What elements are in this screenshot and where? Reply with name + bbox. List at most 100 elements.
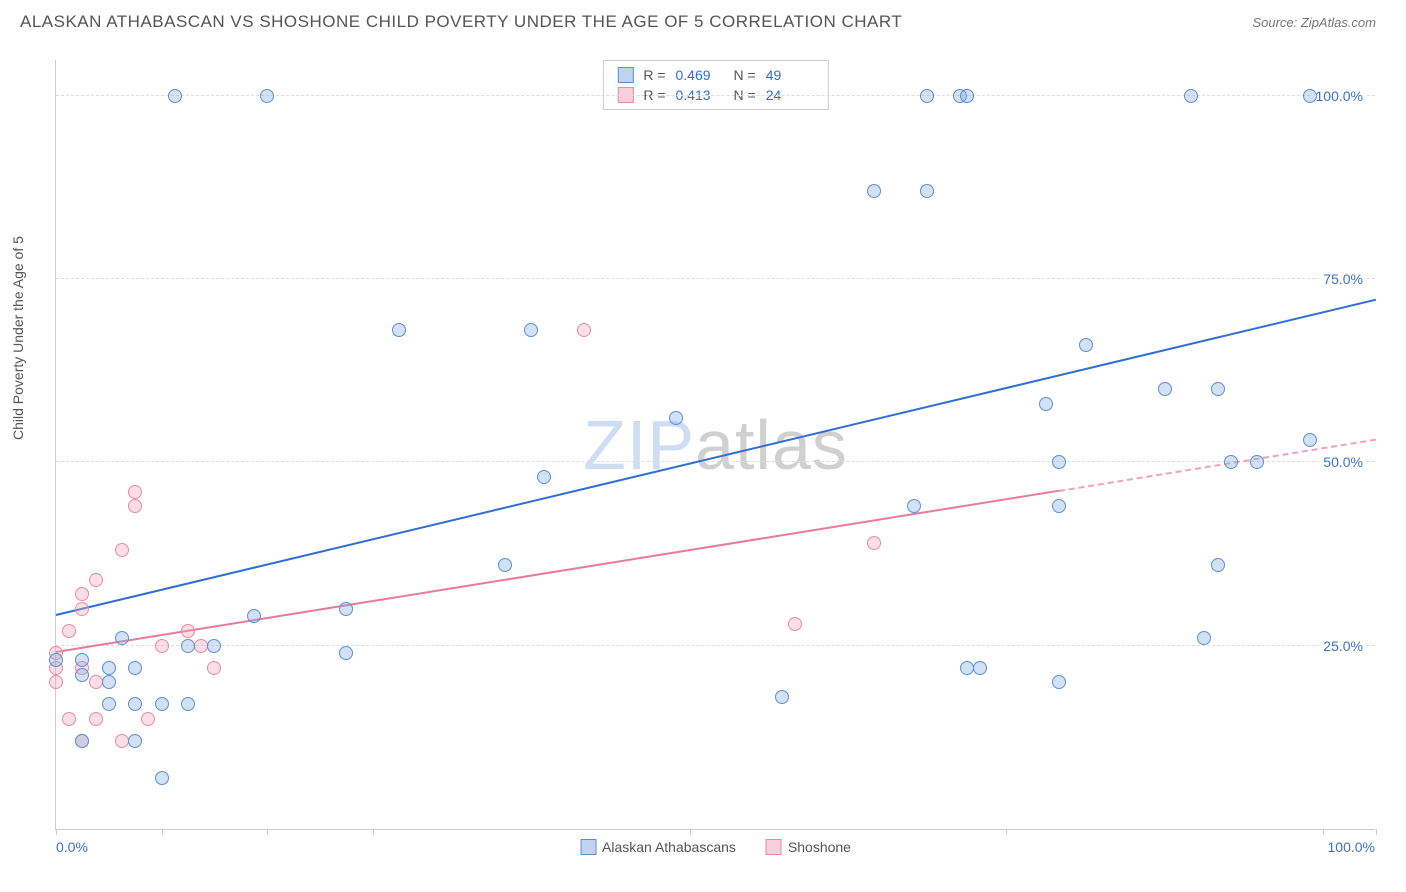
swatch-shoshone (766, 839, 782, 855)
data-point (260, 89, 274, 103)
swatch-athabascan (617, 67, 633, 83)
data-point (1211, 558, 1225, 572)
data-point (920, 184, 934, 198)
x-tick (1323, 829, 1324, 835)
data-point (115, 734, 129, 748)
data-point (207, 639, 221, 653)
gridline (56, 645, 1375, 646)
data-point (920, 89, 934, 103)
data-point (62, 712, 76, 726)
data-point (115, 631, 129, 645)
gridline (56, 278, 1375, 279)
data-point (102, 661, 116, 675)
data-point (1211, 382, 1225, 396)
series-legend: Alaskan Athabascans Shoshone (580, 839, 851, 855)
data-point (155, 639, 169, 653)
data-point (168, 89, 182, 103)
swatch-athabascan (580, 839, 596, 855)
data-point (788, 617, 802, 631)
data-point (181, 697, 195, 711)
data-point (75, 668, 89, 682)
x-tick (267, 829, 268, 835)
data-point (1184, 89, 1198, 103)
data-point (1039, 397, 1053, 411)
legend-row-athabascan: R = 0.469 N = 49 (603, 65, 827, 85)
data-point (867, 184, 881, 198)
data-point (1303, 89, 1317, 103)
data-point (181, 624, 195, 638)
watermark: ZIPatlas (583, 405, 848, 485)
y-tick-label: 75.0% (1319, 271, 1367, 287)
y-axis-label: Child Poverty Under the Age of 5 (10, 236, 26, 440)
data-point (1052, 455, 1066, 469)
data-point (537, 470, 551, 484)
gridline (56, 461, 1375, 462)
data-point (1303, 433, 1317, 447)
data-point (155, 771, 169, 785)
chart-title: ALASKAN ATHABASCAN VS SHOSHONE CHILD POV… (20, 12, 902, 32)
data-point (339, 646, 353, 660)
x-axis-max-label: 100.0% (1328, 839, 1375, 855)
data-point (75, 734, 89, 748)
data-point (102, 675, 116, 689)
data-point (141, 712, 155, 726)
x-tick (373, 829, 374, 835)
data-point (339, 602, 353, 616)
data-point (128, 661, 142, 675)
data-point (155, 697, 169, 711)
chart-container: Child Poverty Under the Age of 5 ZIPatla… (0, 40, 1406, 892)
x-tick (690, 829, 691, 835)
data-point (669, 411, 683, 425)
data-point (115, 543, 129, 557)
y-tick-label: 100.0% (1312, 88, 1367, 104)
data-point (1079, 338, 1093, 352)
legend-item-athabascan: Alaskan Athabascans (580, 839, 736, 855)
scatter-plot: ZIPatlas R = 0.469 N = 49 R = 0.413 N = … (55, 60, 1375, 830)
y-tick-label: 50.0% (1319, 454, 1367, 470)
data-point (1052, 675, 1066, 689)
source-attribution: Source: ZipAtlas.com (1252, 15, 1376, 30)
data-point (960, 661, 974, 675)
x-tick (162, 829, 163, 835)
data-point (247, 609, 261, 623)
data-point (128, 485, 142, 499)
data-point (89, 573, 103, 587)
data-point (577, 323, 591, 337)
data-point (392, 323, 406, 337)
data-point (867, 536, 881, 550)
data-point (973, 661, 987, 675)
gridline (56, 95, 1375, 96)
data-point (1158, 382, 1172, 396)
data-point (194, 639, 208, 653)
x-tick (1006, 829, 1007, 835)
legend-item-shoshone: Shoshone (766, 839, 851, 855)
data-point (75, 602, 89, 616)
trend-line (56, 299, 1376, 616)
x-tick (1376, 829, 1377, 835)
x-axis-min-label: 0.0% (56, 839, 88, 855)
correlation-legend: R = 0.469 N = 49 R = 0.413 N = 24 (602, 60, 828, 110)
data-point (102, 697, 116, 711)
data-point (49, 653, 63, 667)
data-point (89, 712, 103, 726)
data-point (775, 690, 789, 704)
data-point (498, 558, 512, 572)
data-point (128, 734, 142, 748)
data-point (1250, 455, 1264, 469)
y-tick-label: 25.0% (1319, 638, 1367, 654)
data-point (1224, 455, 1238, 469)
data-point (62, 624, 76, 638)
data-point (75, 587, 89, 601)
data-point (49, 675, 63, 689)
data-point (128, 697, 142, 711)
data-point (907, 499, 921, 513)
data-point (181, 639, 195, 653)
data-point (1052, 499, 1066, 513)
data-point (128, 499, 142, 513)
data-point (960, 89, 974, 103)
data-point (75, 653, 89, 667)
data-point (1197, 631, 1211, 645)
data-point (524, 323, 538, 337)
data-point (207, 661, 221, 675)
trend-line (56, 490, 1060, 653)
